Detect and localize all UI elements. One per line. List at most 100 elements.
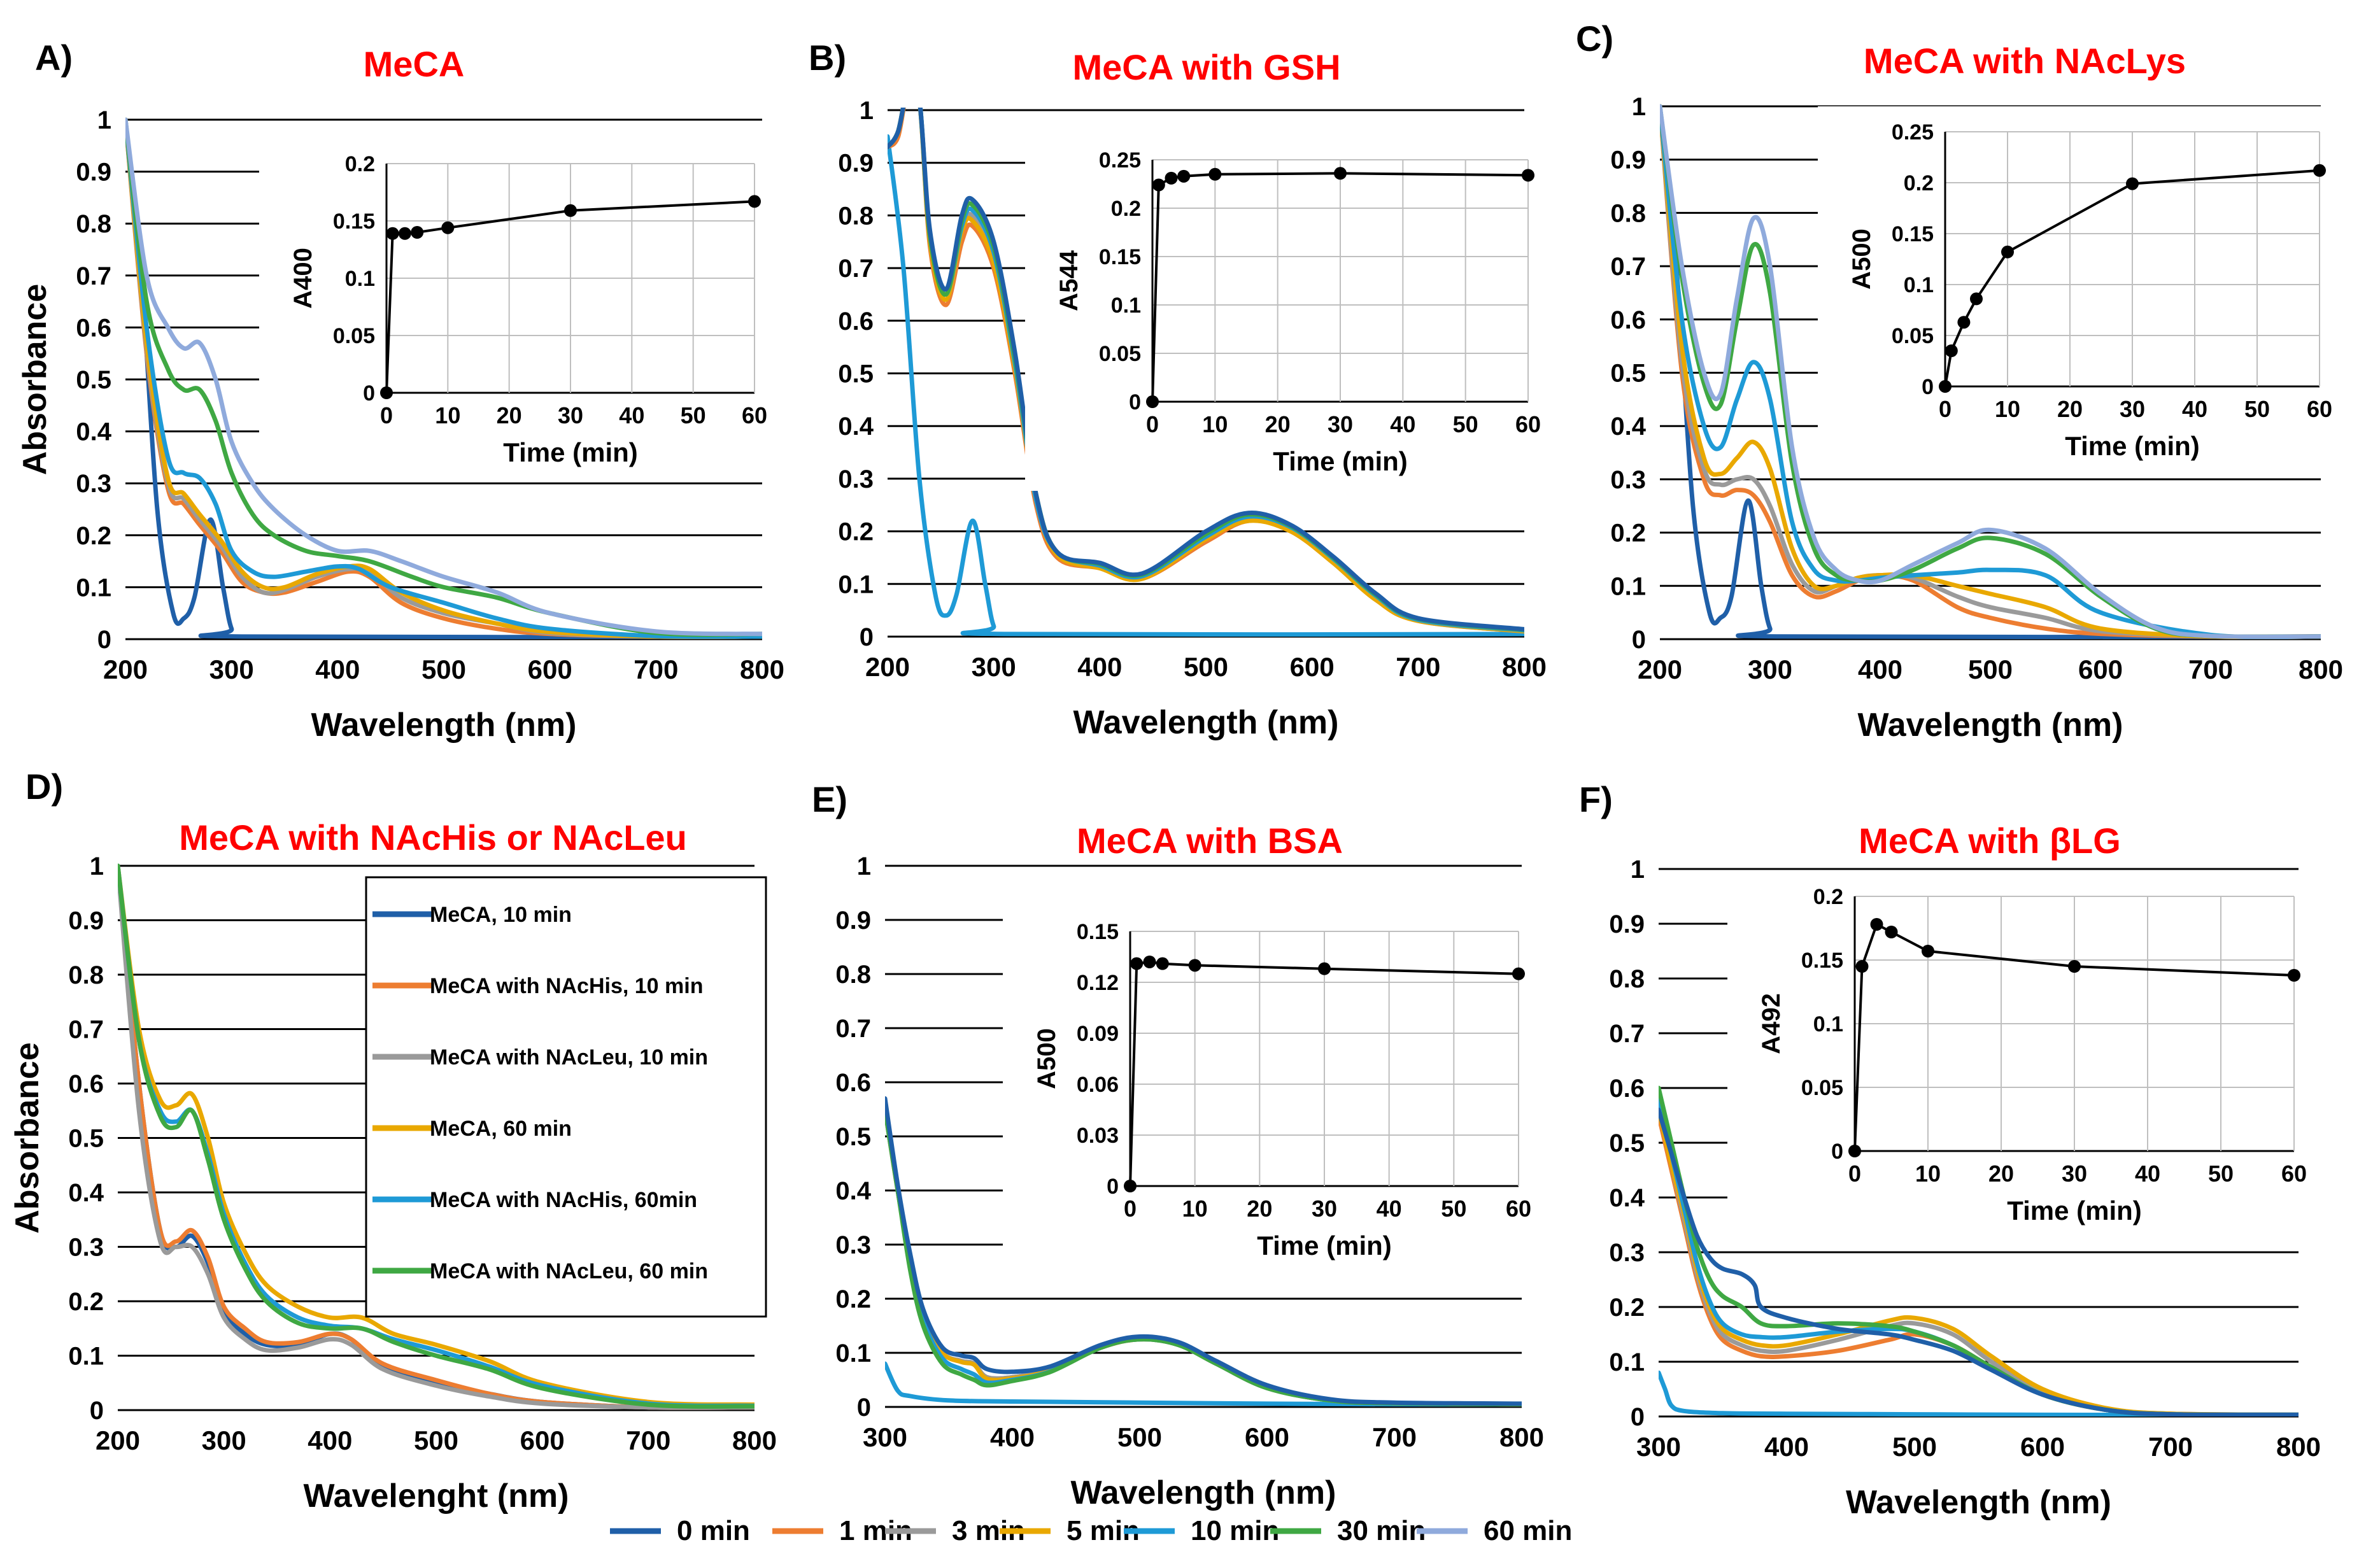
- inset-y-axis-label: A492: [1757, 993, 1785, 1054]
- series-line: [118, 863, 754, 1407]
- x-tick-label: 800: [1502, 652, 1547, 682]
- series-line: [118, 863, 754, 1408]
- inset-marker: [1522, 169, 1534, 182]
- y-tick-label: 0.9: [838, 150, 874, 178]
- series-group: [1660, 104, 2321, 639]
- inset-y-tick-label: 0.2: [1813, 885, 1843, 909]
- inset-y-tick-label: 0.25: [1099, 148, 1141, 173]
- inset-marker: [1970, 292, 1983, 306]
- series-line: [125, 117, 762, 637]
- inset-marker: [1318, 962, 1331, 975]
- x-tick-label: 500: [1892, 1432, 1937, 1462]
- inset-marker: [748, 195, 761, 208]
- inset-y-axis-label: A500: [1033, 1028, 1061, 1089]
- y-tick-label: 0.5: [835, 1123, 871, 1151]
- y-tick-label: 1: [860, 97, 874, 125]
- inset-x-tick-label: 60: [2307, 396, 2332, 422]
- y-tick-label: 0.7: [68, 1016, 104, 1044]
- inset-marker: [1152, 178, 1165, 192]
- inset-x-tick-label: 0: [380, 402, 393, 428]
- y-tick-label: 0.6: [835, 1069, 871, 1097]
- y-tick-label: 0.6: [1610, 306, 1646, 334]
- y-tick-label: 0: [857, 1394, 871, 1422]
- x-tick-label: 400: [990, 1422, 1035, 1452]
- x-tick-label: 700: [2188, 654, 2233, 684]
- inset-x-tick-label: 20: [497, 402, 522, 428]
- inset-marker: [1143, 956, 1156, 968]
- x-tick-label: 500: [422, 654, 466, 684]
- legend-box: [365, 876, 767, 1318]
- inset-x-tick-label: 0: [1939, 396, 1952, 422]
- inset-background: [259, 138, 780, 482]
- x-tick-label: 200: [103, 654, 148, 684]
- inset-x-axis-label: Time (min): [1257, 1231, 1392, 1261]
- panel-label: D): [25, 766, 63, 807]
- inset-x-axis-label: Time (min): [2065, 431, 2200, 461]
- inset-y-tick-label: 0: [1129, 390, 1141, 414]
- inset-x-tick-label: 10: [1202, 411, 1228, 437]
- y-tick-label: 0.3: [68, 1234, 104, 1262]
- y-tick-label: 0.9: [76, 159, 111, 187]
- inset-y-tick-label: 0: [363, 381, 375, 406]
- x-tick-label: 300: [1636, 1432, 1681, 1462]
- inset-x-tick-label: 50: [1441, 1196, 1466, 1222]
- inset-x-tick-label: 20: [2057, 396, 2083, 422]
- x-axis-label: Wavelength (nm): [1071, 1474, 1336, 1511]
- panel-title: MeCA: [364, 44, 465, 84]
- inset-marker: [2068, 960, 2081, 973]
- y-tick-label: 0.3: [1610, 466, 1646, 494]
- inset-x-tick-label: 10: [435, 402, 460, 428]
- inset-marker: [1957, 316, 1971, 329]
- y-tick-label: 0.1: [1610, 572, 1646, 600]
- y-tick-label: 1: [90, 852, 104, 880]
- inset-marker: [2288, 969, 2300, 982]
- inset-y-tick-label: 0: [1107, 1175, 1119, 1199]
- series-line: [1660, 104, 2321, 639]
- x-tick-label: 400: [1764, 1432, 1809, 1462]
- inset-y-tick-label: 0.2: [1904, 171, 1934, 195]
- y-tick-label: 0.9: [1610, 146, 1646, 174]
- inset-marker: [1855, 960, 1869, 973]
- y-tick-label: 0.7: [838, 255, 874, 283]
- inset-marker: [380, 386, 393, 399]
- bottom-legend: 0 min 1 min 3 min 5 min 10 min 30 min 60 min: [610, 1515, 1572, 1546]
- series-line: [125, 117, 762, 639]
- inset-y-tick-label: 0.15: [333, 209, 375, 234]
- inset-chart: 0 0.05 0.1 0.15 0.2 0 10 20 30 40 50 60 Time (min) A4…: [259, 138, 780, 482]
- inset-marker: [1130, 957, 1144, 970]
- inset-x-tick-label: 10: [1182, 1196, 1208, 1222]
- x-tick-label: 800: [1499, 1422, 1544, 1452]
- inset-marker: [1156, 957, 1169, 970]
- inset-marker: [1188, 959, 1201, 972]
- inset-y-axis-label: A544: [1055, 250, 1083, 311]
- panel-title: MeCA with NAcLys: [1864, 41, 2186, 81]
- x-tick-label: 600: [528, 654, 572, 684]
- legend-entry: MeCA with NAcHis, 10 min: [430, 974, 703, 998]
- inset-x-tick-label: 30: [2062, 1161, 2087, 1187]
- y-tick-label: 0.6: [76, 314, 111, 342]
- inset-x-tick-label: 60: [1506, 1196, 1531, 1222]
- x-axis-label: Wavelength (nm): [311, 707, 577, 744]
- y-tick-label: 0.1: [76, 574, 111, 602]
- inset-x-axis-label: Time (min): [503, 437, 638, 467]
- inset-x-tick-label: 30: [1328, 411, 1353, 437]
- legend-entry: MeCA with NAcLeu, 60 min: [430, 1259, 708, 1283]
- x-tick-label: 700: [2148, 1432, 2193, 1462]
- inset-marker: [1922, 945, 1934, 957]
- panel-label: C): [1576, 18, 1613, 59]
- panel-c: C) MeCA with NAcLys 0 0.1 0.2 0.3 0.4 0.5 0.6 0.7…: [1576, 18, 2345, 744]
- inset-marker: [1124, 1180, 1137, 1192]
- panel-f: F) MeCA with βLG 0 0.1 0.2 0.3 0.4 0.5 0.6 0.7 0.8…: [1579, 779, 2321, 1521]
- inset-marker: [1885, 926, 1898, 938]
- y-axis-label: Absorbance: [17, 284, 53, 476]
- inset-marker: [411, 226, 424, 239]
- inset-x-tick-label: 30: [2120, 396, 2145, 422]
- panel-label: A): [35, 38, 73, 78]
- inset-x-tick-label: 60: [742, 402, 767, 428]
- x-tick-label: 300: [202, 1425, 246, 1455]
- panel-d-legend: MeCA, 10 min MeCA with NAcHis, 10 min MeCA…: [365, 876, 767, 1318]
- y-tick-label: 0.3: [1609, 1239, 1645, 1267]
- x-tick-label: 400: [315, 654, 360, 684]
- y-tick-label: 0.4: [835, 1177, 871, 1205]
- inset-marker: [1165, 171, 1178, 185]
